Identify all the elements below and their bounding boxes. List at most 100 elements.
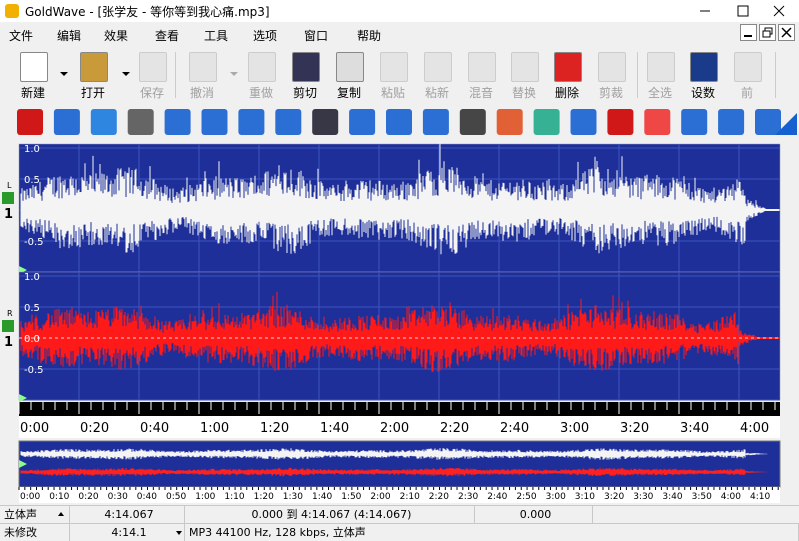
dropdown-arrow [230, 72, 238, 76]
overview-timeline [19, 487, 780, 503]
toolbar-icon[interactable] [189, 52, 217, 82]
status-cell: 立体声 [0, 506, 70, 523]
toolbar-label[interactable]: 撤消 [189, 86, 214, 100]
toolbar-label[interactable]: 新建 [20, 86, 45, 100]
toolbar-label[interactable]: 混音 [468, 86, 493, 100]
channel-name: L [7, 181, 12, 190]
toolbar-label[interactable]: 替换 [511, 86, 536, 100]
timeline-label: 1:20 [260, 421, 289, 436]
menu-item[interactable]: 文件 [9, 29, 34, 43]
timeline-label: 2:00 [380, 421, 409, 436]
status-row: 未修改 4:14.1 MP3 44100 Hz, 128 kbps, 立体声 [0, 523, 799, 541]
mdi-controls[interactable] [740, 24, 796, 42]
toolbar-label[interactable]: 粘贴 [380, 86, 405, 100]
toolbar-label[interactable]: 打开 [80, 86, 105, 100]
toolbar-label[interactable]: 剪裁 [598, 86, 623, 100]
toolbar-icon[interactable] [139, 52, 167, 82]
status-cell: 0.000 到 4:14.067 (4:14.067) [185, 506, 475, 523]
effect-icon [644, 109, 671, 135]
toolbar-icon[interactable] [336, 52, 364, 82]
toolbar-label[interactable]: 剪切 [292, 86, 317, 100]
toolbar-icon[interactable] [424, 52, 452, 82]
overview-label: 1:40 [312, 492, 332, 502]
toolbar-icon[interactable] [647, 52, 675, 82]
amplitude-label: -0.5 [24, 237, 44, 248]
overview-label: 0:20 [78, 492, 98, 502]
timeline-label: 0:00 [20, 421, 49, 436]
effect-icon [275, 109, 302, 135]
toolbar-icon[interactable] [511, 52, 539, 82]
timeline-label: 3:00 [560, 421, 589, 436]
overview-label: 4:10 [750, 492, 770, 502]
dropdown-arrow [122, 72, 130, 76]
dropdown-arrow [60, 72, 68, 76]
effect-icon [718, 109, 745, 135]
play-marker [19, 394, 27, 402]
toolbar-icon[interactable] [248, 52, 276, 82]
toolbar-icon[interactable] [554, 52, 582, 82]
toolbar-label[interactable]: 重做 [248, 86, 273, 100]
amplitude-label: 1.0 [24, 144, 40, 155]
overview-label: 2:20 [429, 492, 449, 502]
toolbar-icon[interactable] [734, 52, 762, 82]
menu-item[interactable]: 查看 [155, 29, 180, 43]
effect-icon [422, 109, 449, 135]
toolbar-label[interactable]: 保存 [139, 86, 164, 100]
overview-label: 1:20 [254, 492, 274, 502]
toolbar-label[interactable]: 设数 [690, 86, 715, 100]
overview-label: 0:40 [137, 492, 157, 502]
toolbar-label[interactable]: 全选 [647, 86, 672, 100]
effect-icon [312, 109, 339, 135]
effect-icon [127, 109, 154, 135]
app-icon [5, 4, 19, 18]
toolbar-label[interactable]: 粘新 [424, 86, 449, 100]
toolbar-icon[interactable] [20, 52, 48, 82]
menu-bar: 文件 编辑 效果 查看 工具 选项 窗口 帮助 [0, 22, 799, 46]
amplitude-label: -0.5 [24, 365, 44, 376]
amplitude-label: 0.0 [24, 334, 40, 345]
window-title: GoldWave - [张学友 - 等你等到我心痛.mp3] [25, 5, 270, 19]
effect-icon [755, 109, 781, 135]
status-cell: MP3 44100 Hz, 128 kbps, 立体声 [185, 524, 799, 541]
waveform [20, 143, 780, 255]
overview-label: 1:50 [341, 492, 361, 502]
toolbar-label[interactable]: 删除 [554, 86, 579, 100]
overview-waveform [20, 448, 768, 460]
menu-item[interactable]: 工具 [204, 29, 229, 43]
timeline-label: 0:40 [140, 421, 169, 436]
separator [637, 52, 638, 98]
window-controls[interactable] [690, 0, 799, 22]
toolbar-icon[interactable] [690, 52, 718, 82]
effect-icon [164, 109, 191, 135]
toolbar-icon[interactable] [598, 52, 626, 82]
toolbar-icon[interactable] [468, 52, 496, 82]
overview-label: 3:00 [546, 492, 566, 502]
menu-item[interactable]: 窗口 [304, 29, 329, 43]
overview-label: 3:10 [575, 492, 595, 502]
effect-icon [90, 109, 117, 135]
menu-item[interactable]: 帮助 [357, 29, 382, 43]
spin-arrow[interactable] [176, 531, 182, 535]
timeline-label: 2:40 [500, 421, 529, 436]
toolbar-icon[interactable] [80, 52, 108, 82]
channel-toggle [2, 192, 14, 204]
play-marker [19, 460, 27, 468]
timeline-label: 3:40 [680, 421, 709, 436]
overview-label: 3:30 [633, 492, 653, 502]
toolbar-label[interactable]: 前 [740, 86, 753, 100]
toolbar-icon[interactable] [292, 52, 320, 82]
menu-item[interactable]: 效果 [104, 29, 129, 43]
menu-item[interactable]: 编辑 [57, 29, 82, 43]
overview-label: 4:00 [721, 492, 741, 502]
amplitude-label: 0.5 [24, 303, 40, 314]
timeline-label: 1:00 [200, 421, 229, 436]
effect-icon [386, 109, 412, 135]
menu-item[interactable]: 选项 [253, 29, 278, 43]
overview-label: 0:00 [20, 492, 40, 502]
overview-label: 3:20 [604, 492, 624, 502]
toolbar-icon[interactable] [380, 52, 408, 82]
toolbar-label[interactable]: 复制 [336, 86, 361, 100]
separator [775, 52, 776, 98]
spin-arrow[interactable] [58, 512, 64, 516]
